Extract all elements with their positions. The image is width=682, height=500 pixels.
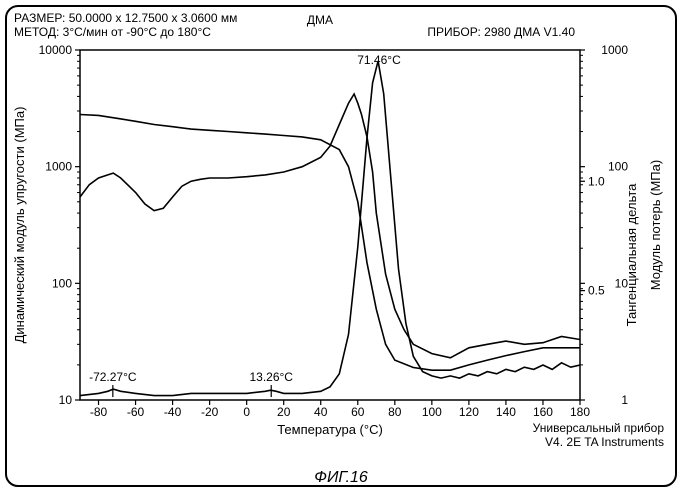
chart-title: ДМА — [307, 13, 333, 27]
tan-delta-curve — [80, 61, 580, 396]
y-left-tick-label: 10 — [59, 393, 73, 407]
instrument-label: ПРИБОР: 2980 ДМА V1.40 — [427, 25, 575, 39]
y-right-inner-title: Тангенциальная дельта — [624, 183, 639, 327]
x-tick-label: -80 — [90, 405, 108, 419]
software-line2: V4. 2E TA Instruments — [545, 435, 664, 449]
x-tick-label: -60 — [127, 405, 145, 419]
y-right-outer-tick-label: 100 — [608, 160, 628, 174]
y-left-tick-label: 10000 — [39, 43, 73, 57]
x-tick-label: 20 — [277, 405, 291, 419]
x-tick-label: 80 — [388, 405, 402, 419]
x-tick-label: 0 — [243, 405, 250, 419]
dma-chart: РАЗМЕР: 50.0000 x 12.7500 x 3.0600 ммМЕТ… — [0, 0, 682, 500]
x-tick-label: -20 — [201, 405, 219, 419]
x-tick-label: 160 — [533, 405, 553, 419]
plot-area — [80, 50, 580, 400]
y-left-title: Динамический модуль упругости (МПа) — [12, 107, 27, 344]
size-label: РАЗМЕР: 50.0000 x 12.7500 x 3.0600 мм — [14, 11, 237, 25]
chart-container: РАЗМЕР: 50.0000 x 12.7500 x 3.0600 ммМЕТ… — [0, 0, 682, 500]
x-tick-label: 60 — [351, 405, 365, 419]
peak-annotation: 71.46°С — [357, 53, 401, 67]
x-tick-label: 180 — [570, 405, 590, 419]
figure-label: ФИГ.16 — [314, 469, 368, 486]
x-tick-label: 100 — [422, 405, 442, 419]
x-tick-label: 140 — [496, 405, 516, 419]
software-line1: Универсальный прибор — [533, 421, 665, 435]
y-right-inner-tick-label: 0.5 — [588, 284, 605, 298]
loss-modulus-curve — [80, 94, 580, 358]
x-axis-title: Температура (°С) — [277, 422, 383, 437]
y-right-outer-tick-label: 1 — [621, 393, 628, 407]
low-annotation: -72.27°С — [89, 370, 137, 384]
y-right-outer-tick-label: 1000 — [601, 43, 628, 57]
storage-modulus-curve — [80, 115, 580, 371]
y-left-tick-label: 1000 — [45, 160, 72, 174]
x-tick-label: -40 — [164, 405, 182, 419]
plot-group — [80, 61, 580, 396]
x-tick-label: 40 — [314, 405, 328, 419]
y-left-tick-label: 100 — [52, 276, 72, 290]
y-right-inner-tick-label: 1.0 — [588, 174, 605, 188]
y-right-outer-title: Модуль потерь (МПа) — [648, 160, 663, 290]
low-annotation: 13.26°С — [249, 370, 293, 384]
method-label: МЕТОД: 3°С/мин от -90°С до 180°С — [14, 25, 211, 39]
x-tick-label: 120 — [459, 405, 479, 419]
